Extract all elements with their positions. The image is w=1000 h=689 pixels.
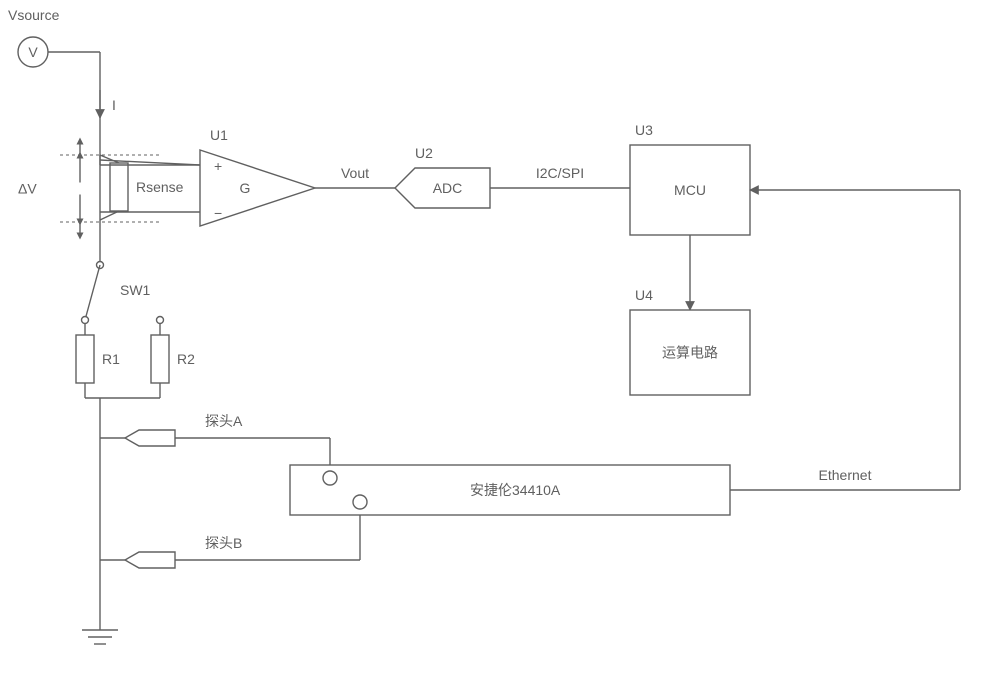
u3-label: U3 [635, 122, 653, 138]
current-label: I [112, 97, 116, 113]
r1-label: R1 [102, 351, 120, 367]
vsource-v: V [28, 44, 38, 60]
op-circuit-label: 运算电路 [662, 345, 718, 361]
u2-label: U2 [415, 145, 433, 161]
u1-label: U1 [210, 127, 228, 143]
adc-label: ADC [433, 180, 463, 196]
mcu-label: MCU [674, 182, 706, 198]
r2-label: R2 [177, 351, 195, 367]
r2-resistor [151, 335, 169, 383]
agilent-port-bot [353, 495, 367, 509]
agilent-label: 安捷伦34410A [470, 482, 561, 498]
probe-b-label: 探头B [205, 535, 242, 551]
vsource-label: Vsource [8, 7, 60, 23]
sw1-label: SW1 [120, 282, 151, 298]
amp-gain-label: G [240, 180, 251, 196]
amp-plus: + [214, 158, 222, 174]
agilent-port-top [323, 471, 337, 485]
vout-label: Vout [341, 165, 369, 181]
ethernet-label: Ethernet [819, 467, 872, 483]
probe-a [125, 430, 175, 446]
rsense-resistor [110, 163, 128, 211]
i2c-spi-label: I2C/SPI [536, 165, 584, 181]
probe-b [125, 552, 175, 568]
delta-v-label: ΔV [18, 181, 37, 197]
probe-a-label: 探头A [205, 413, 243, 429]
amp-minus: − [214, 205, 222, 221]
r1-resistor [76, 335, 94, 383]
rsense-label: Rsense [136, 179, 184, 195]
u4-label: U4 [635, 287, 653, 303]
